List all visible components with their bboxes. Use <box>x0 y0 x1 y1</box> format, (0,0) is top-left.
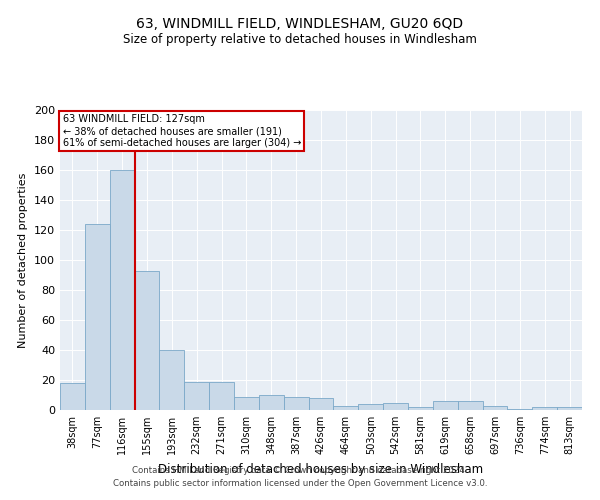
Bar <box>482 406 508 410</box>
Bar <box>85 224 110 410</box>
Bar <box>433 401 458 410</box>
Bar <box>334 406 358 410</box>
Bar <box>284 396 308 410</box>
Bar <box>184 382 209 410</box>
Bar <box>234 396 259 410</box>
Bar <box>458 401 482 410</box>
Bar <box>358 404 383 410</box>
Bar <box>60 383 85 410</box>
Bar <box>134 270 160 410</box>
Text: 63 WINDMILL FIELD: 127sqm
← 38% of detached houses are smaller (191)
61% of semi: 63 WINDMILL FIELD: 127sqm ← 38% of detac… <box>62 114 301 148</box>
Bar <box>532 407 557 410</box>
X-axis label: Distribution of detached houses by size in Windlesham: Distribution of detached houses by size … <box>158 462 484 475</box>
Bar <box>383 402 408 410</box>
Text: Size of property relative to detached houses in Windlesham: Size of property relative to detached ho… <box>123 32 477 46</box>
Bar <box>408 407 433 410</box>
Bar <box>209 382 234 410</box>
Bar <box>308 398 334 410</box>
Bar <box>508 408 532 410</box>
Text: 63, WINDMILL FIELD, WINDLESHAM, GU20 6QD: 63, WINDMILL FIELD, WINDLESHAM, GU20 6QD <box>136 18 464 32</box>
Bar <box>160 350 184 410</box>
Y-axis label: Number of detached properties: Number of detached properties <box>19 172 28 348</box>
Bar <box>259 395 284 410</box>
Bar <box>110 170 134 410</box>
Bar <box>557 407 582 410</box>
Text: Contains HM Land Registry data © Crown copyright and database right 2024.
Contai: Contains HM Land Registry data © Crown c… <box>113 466 487 487</box>
